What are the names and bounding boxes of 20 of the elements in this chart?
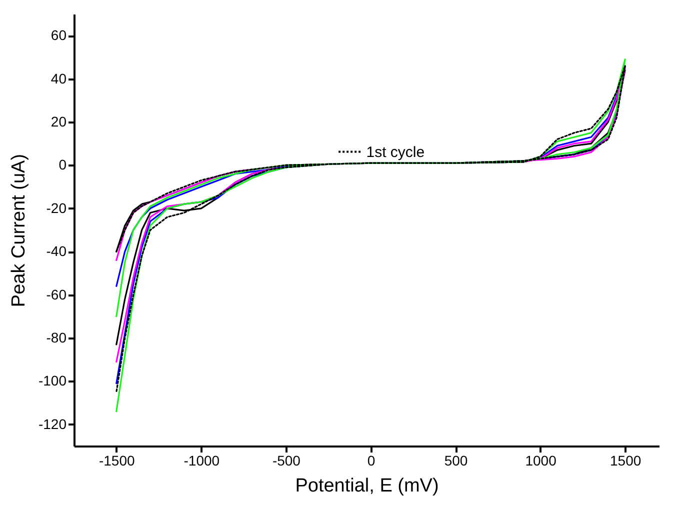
legend-label: 1st cycle: [366, 144, 425, 161]
x-tick-label: -1500: [98, 452, 136, 468]
x-tick-label: 1000: [525, 452, 557, 468]
x-tick-label: -500: [272, 452, 301, 468]
y-axis-title: Peak Current (uA): [8, 154, 30, 308]
x-tick-label: 1500: [610, 452, 642, 468]
y-tick-label: 20: [50, 114, 67, 130]
y-tick-label: -100: [38, 372, 67, 389]
y-tick-label: 0: [58, 156, 67, 173]
y-tick-label: -80: [46, 330, 67, 346]
y-tick-label: -120: [38, 416, 67, 432]
y-tick-label: -60: [46, 286, 67, 302]
x-tick-label: -1000: [184, 452, 220, 468]
y-tick-label: -20: [46, 200, 67, 216]
y-tick-label: 60: [50, 27, 67, 44]
x-tick-label: 500: [444, 452, 468, 468]
y-tick-label: 40: [50, 70, 67, 86]
x-tick-label: 0: [367, 452, 376, 468]
y-tick-label: -40: [46, 243, 67, 260]
x-axis-title: Potential, E (mV): [295, 476, 439, 496]
